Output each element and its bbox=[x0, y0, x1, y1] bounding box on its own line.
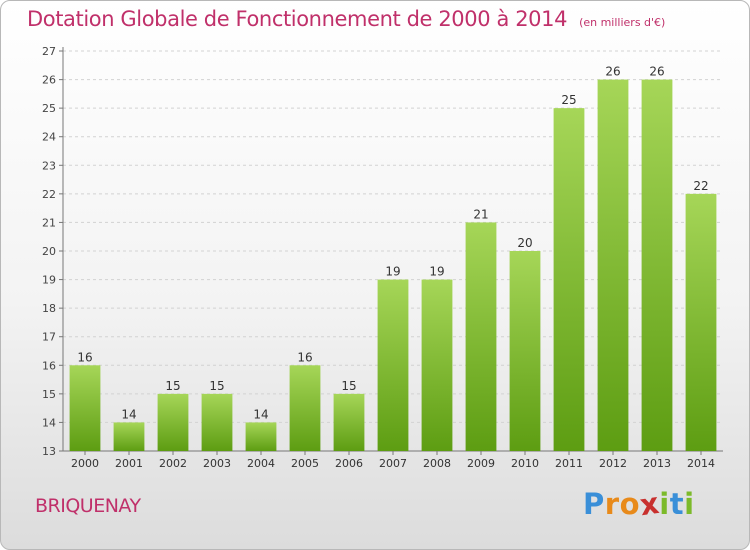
bar-value-label: 15 bbox=[165, 379, 180, 393]
x-tick-label: 2008 bbox=[423, 457, 451, 470]
bar-value-label: 19 bbox=[385, 265, 400, 279]
logo-letter: t bbox=[669, 487, 685, 521]
x-tick-label: 2002 bbox=[159, 457, 187, 470]
x-tick-label: 2000 bbox=[71, 457, 99, 470]
x-tick-label: 2001 bbox=[115, 457, 143, 470]
x-tick-label: 2010 bbox=[511, 457, 539, 470]
bar bbox=[641, 79, 673, 452]
bar-value-label: 19 bbox=[429, 265, 444, 279]
y-tick-label: 22 bbox=[42, 188, 56, 201]
logo-letter: r bbox=[604, 487, 620, 521]
y-tick-label: 14 bbox=[42, 416, 56, 429]
x-tick-label: 2005 bbox=[291, 457, 319, 470]
chart-unit: (en milliers d'€) bbox=[579, 16, 666, 29]
x-tick-label: 2011 bbox=[555, 457, 583, 470]
bar bbox=[157, 393, 189, 451]
bar bbox=[289, 365, 321, 451]
chart-title-text: Dotation Globale de Fonctionnement de 20… bbox=[27, 7, 568, 31]
bar-value-label: 21 bbox=[473, 207, 488, 221]
bar bbox=[245, 422, 277, 451]
bar bbox=[553, 108, 585, 452]
y-tick-label: 24 bbox=[42, 131, 56, 144]
bar-value-label: 26 bbox=[605, 65, 620, 79]
logo-letter: x bbox=[637, 485, 662, 523]
x-tick-label: 2007 bbox=[379, 457, 407, 470]
y-tick-label: 20 bbox=[42, 245, 56, 258]
x-tick-label: 2006 bbox=[335, 457, 363, 470]
y-tick-label: 25 bbox=[42, 102, 56, 115]
bar-value-label: 15 bbox=[209, 379, 224, 393]
y-tick-label: 17 bbox=[42, 331, 56, 344]
bar-value-label: 22 bbox=[693, 179, 708, 193]
bar bbox=[377, 279, 409, 451]
bar bbox=[597, 79, 629, 452]
bar bbox=[509, 251, 541, 451]
bar-value-label: 16 bbox=[77, 350, 92, 364]
bar bbox=[685, 193, 717, 451]
bar-value-label: 25 bbox=[561, 93, 576, 107]
logo-letter: P bbox=[583, 487, 605, 521]
bar-value-label: 14 bbox=[121, 407, 136, 421]
x-tick-label: 2003 bbox=[203, 457, 231, 470]
y-tick-label: 26 bbox=[42, 74, 56, 87]
bar bbox=[465, 222, 497, 451]
x-tick-label: 2012 bbox=[599, 457, 627, 470]
commune-name: BRIQUENAY bbox=[35, 495, 141, 517]
y-tick-label: 13 bbox=[42, 445, 56, 458]
bar-value-label: 15 bbox=[341, 379, 356, 393]
y-tick-label: 18 bbox=[42, 302, 56, 315]
bar-value-label: 26 bbox=[649, 65, 664, 79]
x-tick-label: 2014 bbox=[687, 457, 715, 470]
x-tick-label: 2004 bbox=[247, 457, 275, 470]
bar bbox=[201, 393, 233, 451]
bar bbox=[69, 365, 101, 451]
logo-letter: o bbox=[619, 487, 641, 521]
bar-value-label: 14 bbox=[253, 407, 268, 421]
logo-letter: i bbox=[684, 487, 695, 521]
bar bbox=[113, 422, 145, 451]
x-tick-label: 2013 bbox=[643, 457, 671, 470]
y-tick-label: 27 bbox=[42, 45, 56, 58]
y-tick-label: 15 bbox=[42, 388, 56, 401]
bar-value-label: 16 bbox=[297, 350, 312, 364]
bar bbox=[333, 393, 365, 451]
bar-layer bbox=[69, 79, 717, 452]
bar-value-label: 20 bbox=[517, 236, 532, 250]
y-tick-label: 23 bbox=[42, 159, 56, 172]
proxiti-logo: Proxiti bbox=[583, 485, 695, 523]
y-tick-label: 19 bbox=[42, 274, 56, 287]
chart-title: Dotation Globale de Fonctionnement de 20… bbox=[27, 7, 665, 31]
logo-letter: i bbox=[659, 487, 670, 521]
x-tick-label: 2009 bbox=[467, 457, 495, 470]
bar bbox=[421, 279, 453, 451]
y-tick-label: 16 bbox=[42, 359, 56, 372]
y-tick-label: 21 bbox=[42, 216, 56, 229]
label-layer: 13 14 15 16 17 18 19 20 21 22 23 24 25 26 27 16 2000 14 20… bbox=[42, 45, 715, 470]
